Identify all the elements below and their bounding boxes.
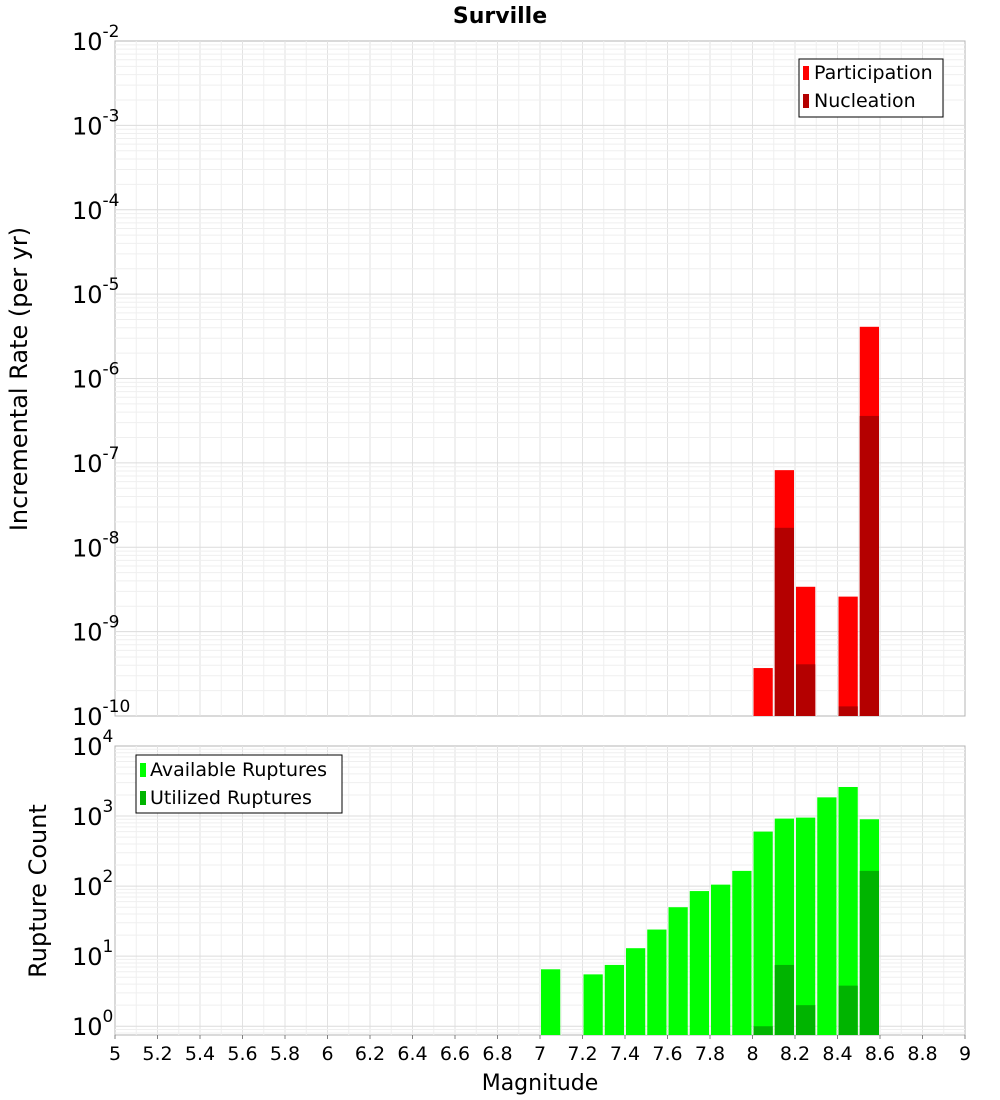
count-y-tick-labels: 104 103 102 101 100	[72, 727, 113, 1041]
bar-available-ruptures	[753, 831, 773, 1035]
y-tick-label: 10-2	[72, 22, 120, 56]
x-tick-label: 7.8	[695, 1043, 725, 1065]
x-tick-label: 5.6	[227, 1043, 257, 1065]
x-tick-label: 6.6	[440, 1043, 470, 1065]
count-y-axis-label: Rupture Count	[24, 804, 52, 978]
bar-available-ruptures	[626, 948, 646, 1035]
x-tick-label: 8	[746, 1043, 758, 1065]
x-tick-label: 5.8	[270, 1043, 300, 1065]
bar-utilized-ruptures	[753, 1026, 773, 1035]
y-tick-label: 10-6	[72, 360, 120, 394]
x-tick-label: 7.4	[610, 1043, 640, 1065]
count-legend-box	[135, 754, 343, 814]
y-tick-label: 10-5	[72, 275, 120, 309]
rate-grid	[115, 41, 965, 716]
x-tick-label: 6.2	[355, 1043, 385, 1065]
x-tick-label: 6.4	[397, 1043, 427, 1065]
bar-available-ruptures	[668, 907, 688, 1035]
bar-utilized-ruptures	[859, 870, 879, 1035]
y-tick-label: 104	[72, 727, 113, 761]
x-tick-label: 7.2	[567, 1043, 597, 1065]
y-tick-label: 100	[72, 1007, 113, 1041]
x-tick-label: 8.6	[865, 1043, 895, 1065]
y-tick-label: 102	[72, 867, 113, 901]
x-axis-label: Magnitude	[482, 1071, 599, 1096]
rate-legend-box	[798, 58, 944, 118]
y-tick-label: 10-3	[72, 106, 120, 140]
x-tick-label: 7	[534, 1043, 546, 1065]
bar-nucleation	[774, 527, 794, 716]
y-tick-label: 10-10	[72, 697, 130, 731]
x-tick-label: 5	[109, 1043, 121, 1065]
bar-nucleation	[838, 706, 858, 716]
bar-utilized-ruptures	[796, 1005, 816, 1035]
bar-nucleation	[859, 415, 879, 716]
bar-available-ruptures	[838, 786, 858, 1035]
legend-swatch-utilized-ruptures	[140, 791, 146, 805]
bar-available-ruptures	[817, 797, 837, 1035]
y-tick-label: 101	[72, 937, 113, 971]
bar-participation	[753, 668, 773, 716]
rate-legend: Participation Nucleation	[798, 58, 944, 118]
bar-available-ruptures	[732, 870, 752, 1035]
chart-title: Surville	[453, 4, 547, 29]
x-tick-label: 7.6	[652, 1043, 682, 1065]
y-tick-label: 103	[72, 797, 113, 831]
bar-nucleation	[796, 664, 816, 716]
bar-participation	[838, 596, 858, 716]
x-tick-labels: 5 5.2 5.4 5.6 5.8 6 6.2 6.4 6.6 6.8 7 7.2 7.4 7.6 7.8 8…	[109, 1035, 971, 1065]
x-tick-label: 8.4	[822, 1043, 852, 1065]
legend-swatch-nucleation	[803, 94, 809, 108]
legend-swatch-available-ruptures	[140, 763, 146, 777]
x-tick-label: 5.2	[142, 1043, 172, 1065]
x-tick-label: 6	[321, 1043, 333, 1065]
legend-label-participation: Participation	[814, 62, 933, 84]
x-tick-label: 6.8	[482, 1043, 512, 1065]
bar-available-ruptures	[711, 884, 731, 1035]
count-legend: Available Ruptures Utilized Ruptures	[135, 754, 343, 814]
x-tick-label: 8.2	[780, 1043, 810, 1065]
y-tick-label: 10-9	[72, 613, 120, 647]
x-tick-label: 8.8	[907, 1043, 937, 1065]
rate-y-tick-labels: 10-2 10-3 10-4 10-5 10-6 10-7 10-8 10-9 10-10	[72, 22, 130, 731]
count-panel: 104 103 102 101 100 5 5.2 5.4 5.6 5.8 6 6.2 6.4 6.6 6…	[24, 727, 971, 1096]
legend-label-available-ruptures: Available Ruptures	[150, 759, 327, 781]
y-tick-label: 10-7	[72, 444, 120, 478]
bar-utilized-ruptures	[774, 964, 794, 1035]
x-tick-label: 9	[959, 1043, 971, 1065]
bar-available-ruptures	[541, 969, 561, 1035]
legend-label-utilized-ruptures: Utilized Ruptures	[150, 787, 312, 809]
y-tick-label: 10-4	[72, 191, 120, 225]
x-tick-label: 5.4	[185, 1043, 215, 1065]
bar-utilized-ruptures	[838, 985, 858, 1035]
bar-available-ruptures	[583, 974, 603, 1035]
legend-label-nucleation: Nucleation	[814, 90, 916, 112]
bar-available-ruptures	[796, 817, 816, 1035]
bar-available-ruptures	[689, 891, 709, 1035]
rate-y-axis-label: Incremental Rate (per yr)	[5, 227, 33, 531]
legend-swatch-participation	[803, 66, 809, 80]
bar-available-ruptures	[647, 929, 667, 1035]
bar-available-ruptures	[604, 964, 624, 1035]
count-bars	[541, 786, 879, 1035]
y-tick-label: 10-8	[72, 528, 120, 562]
rate-panel: 10-2 10-3 10-4 10-5 10-6 10-7 10-8 10-9 10-10 In…	[5, 22, 966, 731]
rate-bars	[753, 326, 879, 716]
